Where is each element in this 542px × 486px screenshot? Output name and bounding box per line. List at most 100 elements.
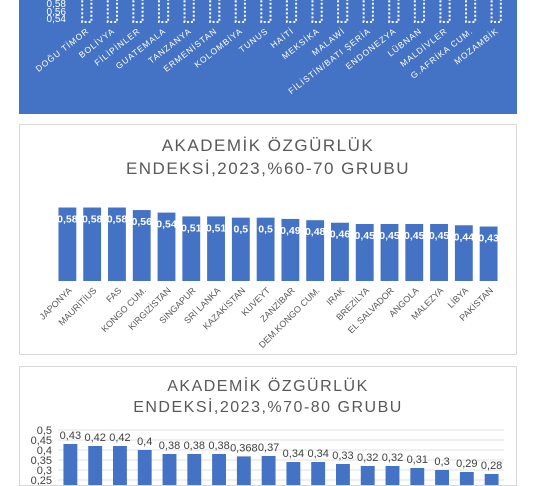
data-label: 0,31 xyxy=(407,454,428,466)
bar xyxy=(63,444,78,485)
data-label: 0,32 xyxy=(382,452,403,464)
data-label: 0,51 xyxy=(206,222,227,234)
bar xyxy=(465,0,477,23)
y-tick-label: 0,58 xyxy=(47,0,67,10)
bar xyxy=(410,468,425,485)
data-label: 0,38 xyxy=(208,440,229,452)
x-tick-label: IRAK xyxy=(324,285,346,307)
data-label: 0,58 xyxy=(107,214,128,226)
bar xyxy=(113,446,127,485)
bar xyxy=(454,225,473,281)
data-label: 0,56 xyxy=(132,216,153,228)
data-label: 0,33 xyxy=(332,450,353,462)
data-label: 0,58 xyxy=(82,214,103,226)
data-label: 0,37 xyxy=(258,442,279,454)
bar xyxy=(405,224,424,281)
data-label: 0,44 xyxy=(454,231,475,243)
y-tick-label: 0,25 xyxy=(31,475,52,485)
data-label: 0,34 xyxy=(283,448,304,460)
bar xyxy=(311,0,323,23)
y-tick-label: 0,56 xyxy=(47,7,67,18)
data-label: 0,48 xyxy=(305,226,326,238)
chart-panel-top: 0,54 0,56 0,58 DOĞU TİMOR BOLİVYA FİLİPİNLER G… xyxy=(19,0,517,114)
bar xyxy=(331,222,349,281)
data-label: 0,45 xyxy=(355,230,376,242)
bar xyxy=(256,217,275,281)
bar xyxy=(58,207,77,281)
bar xyxy=(183,0,195,23)
data-label: 0,42 xyxy=(84,432,105,444)
bar xyxy=(355,224,374,281)
y-tick-label: 0,54 xyxy=(47,14,67,25)
bar xyxy=(231,217,250,281)
y-tick-label: 0,45 xyxy=(31,435,52,447)
bar xyxy=(385,466,400,485)
bar xyxy=(234,0,246,23)
bar xyxy=(207,216,225,281)
chart-middle-svg: AKADEMİK ÖZGÜRLÜK ENDEKSİ,2023,%60-70 GR… xyxy=(37,136,499,350)
bar xyxy=(157,0,170,23)
bar xyxy=(236,456,251,485)
bar xyxy=(413,0,426,23)
bar xyxy=(209,0,221,23)
data-label: 0,42 xyxy=(109,432,130,444)
chart-title-line-1: AKADEMİK ÖZGÜRLÜK xyxy=(162,136,375,155)
bar xyxy=(88,446,103,485)
bar xyxy=(362,0,374,23)
bar xyxy=(212,454,226,485)
bar xyxy=(459,472,474,485)
y-tick-label: 0,5 xyxy=(37,425,52,437)
bar xyxy=(157,212,176,281)
bar xyxy=(132,210,151,281)
bar xyxy=(132,0,144,23)
data-label: 0,34 xyxy=(307,448,328,460)
data-label: 0,368 xyxy=(230,442,258,454)
data-label: 0,43 xyxy=(60,430,81,442)
bar xyxy=(336,464,350,485)
bar xyxy=(337,0,349,23)
bar xyxy=(260,0,272,23)
bar xyxy=(479,226,498,281)
data-label: 0,51 xyxy=(181,222,202,234)
data-label: 0,28 xyxy=(481,460,502,472)
bar xyxy=(285,0,298,23)
bar xyxy=(286,462,301,485)
data-label: 0,5 xyxy=(258,224,273,236)
data-label: 0,49 xyxy=(280,225,301,237)
bar xyxy=(187,454,202,485)
bar xyxy=(306,220,325,281)
data-label: 0,38 xyxy=(159,440,180,452)
data-label: 0,58 xyxy=(57,214,78,226)
y-tick-label: 0,4 xyxy=(37,445,52,457)
data-label: 0,5 xyxy=(234,224,249,236)
data-label: 0,3 xyxy=(434,456,449,468)
data-label: 0,45 xyxy=(429,230,450,242)
data-label: 0,4 xyxy=(137,436,152,448)
bar xyxy=(430,224,448,281)
data-label: 0,32 xyxy=(357,452,378,464)
bar xyxy=(83,207,102,281)
chart-panel-middle: AKADEMİK ÖZGÜRLÜK ENDEKSİ,2023,%60-70 GR… xyxy=(19,124,517,355)
bar xyxy=(281,218,300,281)
bar xyxy=(435,470,449,485)
bar xyxy=(81,0,93,23)
data-label: 0,43 xyxy=(478,233,499,245)
bar xyxy=(388,0,400,23)
chart-panel-bottom: AKADEMİK ÖZGÜRLÜK ENDEKSİ,2023,%70-80 GR… xyxy=(19,366,517,486)
bar xyxy=(380,224,399,281)
data-label: 0,46 xyxy=(330,229,351,241)
bar xyxy=(182,216,201,281)
bar xyxy=(360,466,375,485)
bar xyxy=(106,0,118,23)
data-label: 0,45 xyxy=(404,230,425,242)
chart-title-line-2: ENDEKSİ,2023,%60-70 GRUBU xyxy=(126,159,410,178)
x-tick-label: TUNUS xyxy=(237,26,270,55)
chart-title-line-2: ENDEKSİ,2023,%70-80 GRUBU xyxy=(133,397,403,416)
bar xyxy=(162,454,177,485)
y-tick-label: 0,35 xyxy=(31,455,52,467)
bar xyxy=(490,0,502,23)
y-tick-label: 0,3 xyxy=(37,465,52,477)
chart-bottom-svg: AKADEMİK ÖZGÜRLÜK ENDEKSİ,2023,%70-80 GR… xyxy=(31,376,504,485)
data-label: 0,54 xyxy=(156,219,177,231)
